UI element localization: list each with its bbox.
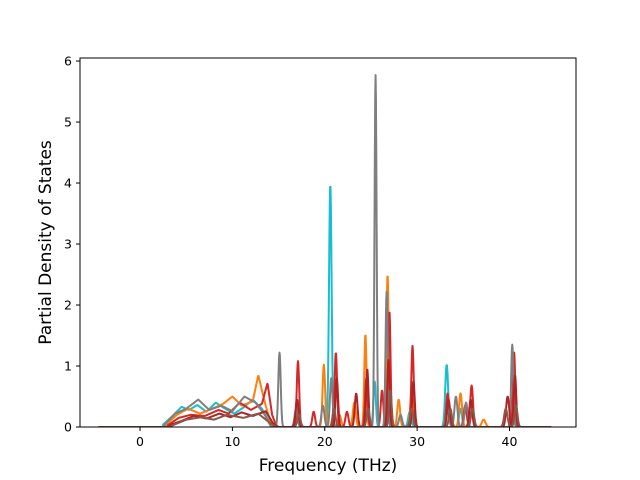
series-layer bbox=[97, 74, 552, 427]
plot-frame bbox=[79, 57, 577, 428]
series-line-6 bbox=[97, 389, 552, 427]
y-tick-label: 5 bbox=[64, 115, 72, 130]
x-tick-label: 0 bbox=[136, 434, 144, 449]
y-axis: 0 1 2 3 4 5 6 bbox=[64, 54, 80, 435]
x-axis-title: Frequency (THz) bbox=[259, 456, 398, 476]
y-tick-label: 3 bbox=[64, 237, 72, 252]
y-tick-label: 0 bbox=[64, 420, 72, 435]
y-tick-label: 4 bbox=[64, 176, 72, 191]
series-line-4 bbox=[97, 74, 552, 427]
y-axis-title: Partial Density of States bbox=[36, 140, 56, 345]
x-tick-label: 30 bbox=[409, 434, 425, 449]
x-tick-label: 40 bbox=[502, 434, 518, 449]
x-axis: 0 10 20 30 40 bbox=[136, 427, 517, 449]
x-tick-label: 20 bbox=[317, 434, 333, 449]
y-tick-label: 6 bbox=[64, 54, 72, 69]
series-line-2 bbox=[97, 275, 552, 427]
x-tick-label: 10 bbox=[224, 434, 240, 449]
y-tick-label: 2 bbox=[64, 298, 72, 313]
y-tick-label: 1 bbox=[64, 359, 72, 374]
